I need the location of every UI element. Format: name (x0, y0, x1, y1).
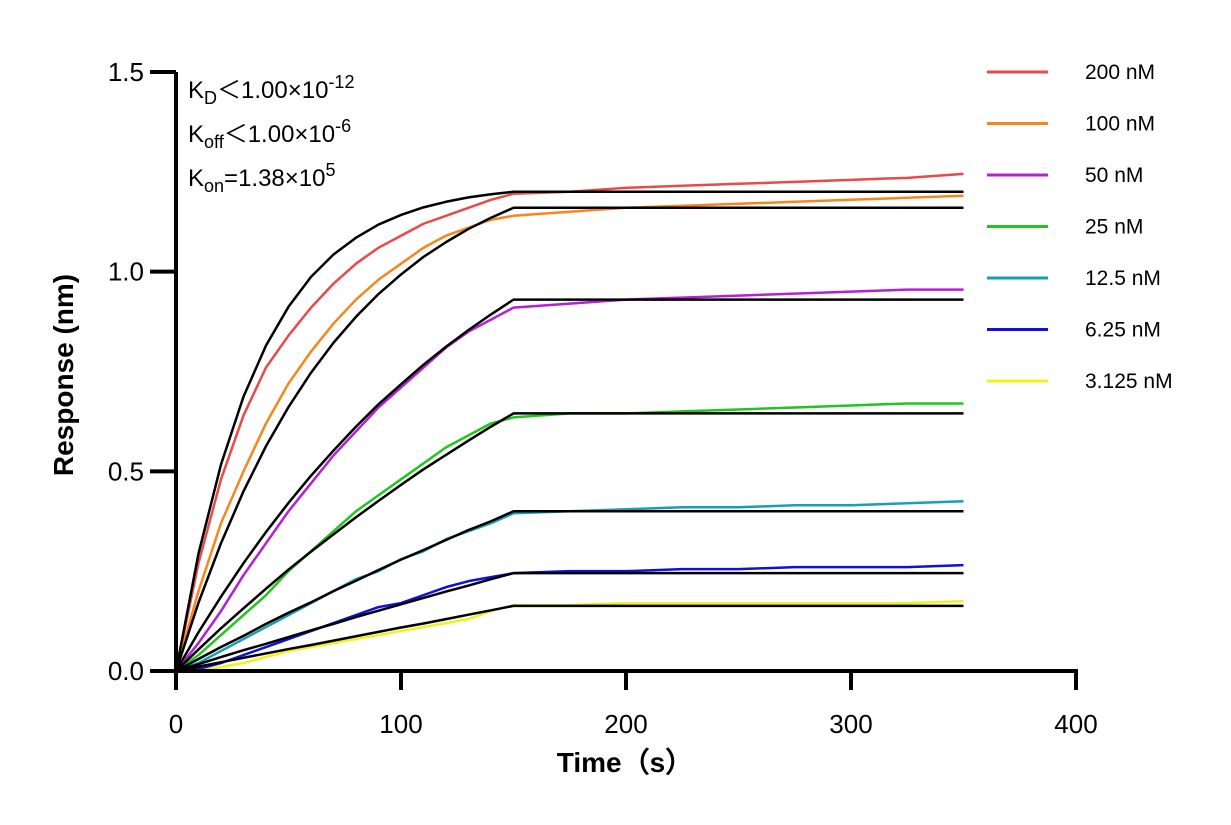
legend-label: 25 nM (1085, 216, 1143, 239)
fit-line (174, 190, 964, 672)
data-line (175, 402, 964, 673)
legend-label: 6.25 nM (1085, 319, 1161, 342)
y-tick-label: 0.5 (108, 456, 144, 486)
legend-label: 50 nM (1085, 164, 1143, 187)
fit-line (174, 206, 964, 672)
legend-label: 12.5 nM (1085, 267, 1161, 290)
annotation-symbol: K (188, 121, 204, 148)
y-tick-label: 0.0 (108, 656, 144, 686)
annotation: Koff＜1.00×10-6 (188, 116, 351, 152)
y-tick-label: 1.0 (108, 257, 144, 287)
fit-line (175, 510, 964, 673)
annotation-text: ＜1.00×10 (224, 121, 335, 148)
x-tick-label: 400 (1054, 709, 1097, 739)
data-line (175, 500, 964, 673)
annotation-superscript: -12 (328, 72, 354, 92)
data-line (175, 288, 964, 672)
annotation-subscript: D (204, 88, 217, 108)
data-line (176, 599, 964, 673)
fit-line (175, 604, 964, 673)
annotation-symbol: K (188, 165, 204, 192)
x-axis-label: Time（s） (557, 746, 693, 778)
x-tick-label: 200 (604, 709, 647, 739)
fit-line (175, 412, 964, 672)
annotation-subscript: off (204, 132, 225, 152)
x-tick-label: 100 (379, 709, 422, 739)
legend-label: 100 nM (1085, 113, 1155, 136)
annotation-superscript: 5 (325, 160, 335, 180)
annotation-text: =1.38×10 (224, 165, 325, 192)
annotation-superscript: -6 (335, 116, 351, 136)
legend-label: 200 nM (1085, 61, 1155, 84)
x-tick-label: 0 (169, 709, 183, 739)
annotation-text: ＜1.00×10 (217, 77, 328, 104)
data-line (174, 194, 964, 672)
data-line (174, 172, 964, 672)
annotation: KD＜1.00×10-12 (188, 72, 354, 108)
legend-label: 3.125 nM (1085, 370, 1173, 393)
data-line (175, 563, 964, 673)
y-axis-label: Response (nm) (48, 274, 79, 476)
fit-line (175, 571, 964, 673)
fit-line (174, 298, 964, 672)
x-tick-label: 300 (829, 709, 872, 739)
annotation: Kon=1.38×105 (188, 160, 336, 196)
annotation-subscript: on (204, 176, 224, 196)
y-tick-label: 1.5 (108, 57, 144, 87)
annotation-symbol: K (188, 77, 204, 104)
